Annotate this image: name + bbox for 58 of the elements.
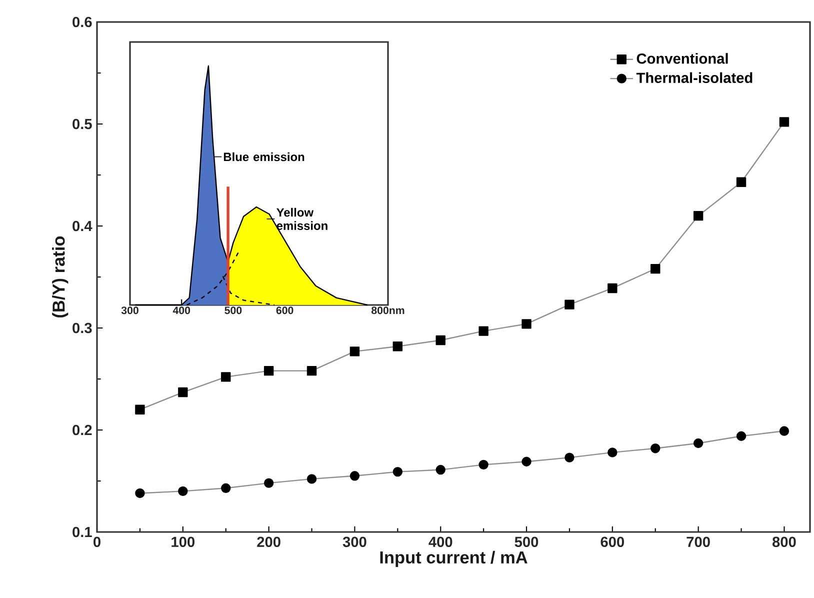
point <box>178 486 188 496</box>
y-tick-label: 0.2 <box>72 424 92 436</box>
x-tick-label: 0 <box>94 536 100 548</box>
y-tick-label: 0.4 <box>72 220 92 232</box>
point <box>522 456 532 466</box>
x-tick-label: 600 <box>276 306 294 314</box>
point <box>650 264 660 274</box>
annotation: Yellow emission <box>276 208 328 230</box>
point <box>221 372 231 382</box>
x-tick-label: 800 <box>772 536 796 548</box>
point <box>221 483 231 493</box>
y-tick-label: 0.5 <box>72 118 92 130</box>
point <box>693 438 704 448</box>
point <box>178 387 188 398</box>
x-tick-label: 700 <box>686 536 710 548</box>
point <box>736 177 746 187</box>
point <box>693 210 704 221</box>
y-tick-label: 0.6 <box>72 16 92 28</box>
point <box>564 452 574 462</box>
x-axis-title: Input current / mA <box>380 550 528 567</box>
point <box>650 444 660 454</box>
point <box>436 464 446 475</box>
x-tick-label: 300 <box>121 306 138 314</box>
point <box>135 488 145 498</box>
legend-label: Thermal-isolated <box>636 72 752 84</box>
point <box>350 346 360 356</box>
point <box>392 342 403 352</box>
annotation: Blue emission <box>224 152 304 162</box>
point <box>264 478 274 488</box>
point <box>564 300 574 310</box>
x-tick-label: 400 <box>428 536 452 548</box>
point <box>392 466 403 477</box>
point <box>478 460 488 470</box>
y-tick-label: 0.1 <box>72 526 92 538</box>
x-tick-label: 500 <box>224 306 242 314</box>
point <box>350 471 360 481</box>
point <box>779 426 790 436</box>
x-tick-label: 100 <box>172 536 194 548</box>
x-tick-label: 400 <box>172 306 190 314</box>
point <box>306 366 317 376</box>
point <box>779 117 790 127</box>
legend-label: Conventional <box>636 53 728 64</box>
point <box>608 283 618 294</box>
x-tick-label: 200 <box>257 536 280 548</box>
x-tick-label: 800nm <box>371 306 404 314</box>
x-tick-label: 300 <box>342 536 366 548</box>
point <box>478 326 488 336</box>
point <box>135 404 145 414</box>
point <box>436 335 446 346</box>
point <box>264 366 274 376</box>
point <box>522 319 532 329</box>
point <box>306 474 317 484</box>
y-axis-title: (B/Y) ratio <box>52 236 68 318</box>
x-tick-label: 600 <box>600 536 624 548</box>
point <box>608 448 618 458</box>
y-tick-label: 0.3 <box>72 322 92 334</box>
point <box>736 431 746 441</box>
x-tick-label: 500 <box>514 536 538 548</box>
